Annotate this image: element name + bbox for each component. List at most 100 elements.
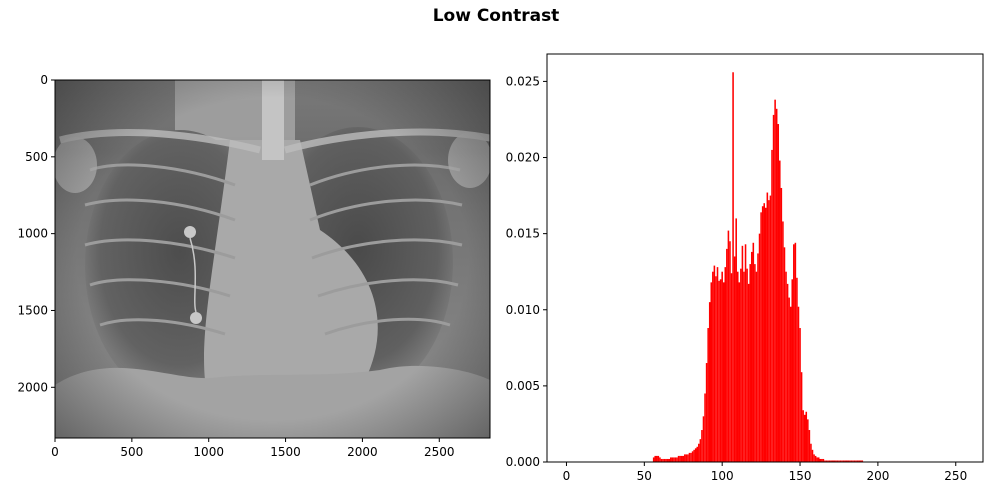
histogram-bar (785, 271, 787, 462)
histogram-bar (718, 280, 720, 462)
histogram-bar (833, 460, 836, 462)
xray-x-tick-0: 0 (51, 438, 59, 459)
histogram-bar (694, 448, 697, 462)
histogram-y-tick-label: 0.000 (506, 455, 540, 469)
histogram-bar (760, 212, 762, 462)
histogram-x-tick-label: 250 (944, 469, 967, 483)
xray-axes-frame (54, 79, 491, 439)
histogram-bar (659, 457, 661, 462)
histogram-bar (780, 187, 783, 462)
histogram-bar (769, 195, 772, 462)
histogram-bar (730, 273, 733, 462)
histogram-bar (791, 279, 794, 462)
histogram-bar (766, 192, 769, 463)
histogram-bar (802, 410, 804, 462)
histogram-bar (803, 414, 806, 462)
histogram-bar (763, 203, 765, 462)
histogram-x-tick-0: 0 (563, 462, 570, 483)
histogram-bar (722, 282, 725, 462)
histogram-bar (757, 253, 759, 462)
xray-y-tick-4: 2000 (17, 380, 55, 394)
histogram-bar (719, 279, 722, 462)
histogram-bar (850, 460, 853, 462)
histogram-bar (758, 233, 761, 462)
histogram-y-axis: 0.000 0.005 0.010 0.015 0.020 0.025 (506, 74, 547, 469)
histogram-bar (839, 460, 842, 462)
histogram-bar (708, 302, 711, 462)
histogram-bar (858, 460, 860, 462)
xray-x-tick-2: 1000 (193, 438, 224, 459)
histogram-bar (841, 460, 843, 462)
histogram-x-tick-2: 100 (711, 462, 734, 483)
histogram-bar (691, 451, 694, 462)
xray-y-tick-label: 0 (40, 73, 48, 87)
histogram-bar (786, 283, 789, 462)
histogram-bar (727, 230, 730, 462)
histogram-bar (679, 455, 681, 462)
histogram-bar (698, 443, 700, 462)
histogram-bar (842, 460, 845, 462)
histogram-bar (682, 455, 685, 462)
histogram-bar (666, 458, 669, 462)
histogram-y-tick-5: 0.025 (506, 74, 547, 88)
histogram-axes-frame (546, 53, 984, 463)
histogram-bar (853, 460, 856, 462)
histogram-bar (777, 124, 780, 462)
histogram-y-tick-3: 0.015 (506, 227, 547, 241)
histogram-bar (738, 282, 741, 462)
histogram-bar (835, 460, 837, 462)
histogram-bar (845, 460, 848, 462)
histogram-bar (774, 99, 776, 463)
histogram-bar (687, 454, 689, 462)
histogram-bar (707, 328, 709, 462)
xray-y-tick-2: 1000 (17, 227, 55, 241)
histogram-bar (765, 207, 767, 462)
histogram-bar (733, 256, 736, 462)
histogram-x-tick-label: 50 (637, 469, 652, 483)
histogram-bar (849, 460, 851, 462)
histogram-bar (677, 455, 680, 462)
histogram-bar (704, 393, 706, 462)
histogram-bar (716, 267, 719, 462)
histogram-bar (710, 282, 713, 462)
histogram-bar (824, 460, 826, 462)
histogram-bar (668, 458, 671, 462)
histogram-bar (656, 455, 658, 462)
histogram-bar (825, 460, 828, 462)
histogram-bar (800, 372, 803, 462)
histogram-bar (816, 457, 818, 462)
histogram-bar (662, 458, 664, 462)
histogram-bar (827, 460, 829, 462)
histogram-x-tick-4: 200 (866, 462, 889, 483)
xray-x-tick-label: 1000 (193, 445, 224, 459)
histogram-bar (768, 200, 770, 462)
histogram-bar (736, 271, 739, 462)
histogram-bars (652, 72, 864, 463)
histogram-bar (732, 72, 734, 463)
histogram-x-axis: 0 50 100 150 200 250 (563, 462, 967, 483)
histogram-bar (754, 264, 756, 462)
xray-x-tick-label: 0 (51, 445, 59, 459)
xray-y-axis: 0 500 1000 1500 2000 (17, 73, 55, 394)
histogram-bar (799, 328, 801, 462)
histogram-bar (741, 245, 744, 462)
histogram-bar (771, 149, 773, 462)
histogram-y-tick-label: 0.025 (506, 74, 540, 88)
xray-y-tick-label: 500 (25, 150, 48, 164)
xray-x-tick-4: 2000 (347, 438, 378, 459)
histogram-bar (712, 271, 714, 462)
histogram-bar (705, 363, 708, 462)
histogram-x-tick-5: 250 (944, 462, 967, 483)
histogram-bar (821, 458, 823, 462)
xray-x-tick-3: 1500 (270, 438, 301, 459)
histogram-bar (663, 458, 666, 462)
histogram-bar (693, 449, 695, 462)
histogram-bar (789, 306, 792, 462)
histogram-bar (859, 460, 862, 462)
histogram-bar (861, 460, 864, 462)
histogram-bar (749, 264, 751, 462)
histogram-bar (819, 458, 822, 462)
histogram-bar (838, 460, 840, 462)
histogram-bar (701, 430, 703, 462)
histogram-bar (747, 283, 750, 462)
